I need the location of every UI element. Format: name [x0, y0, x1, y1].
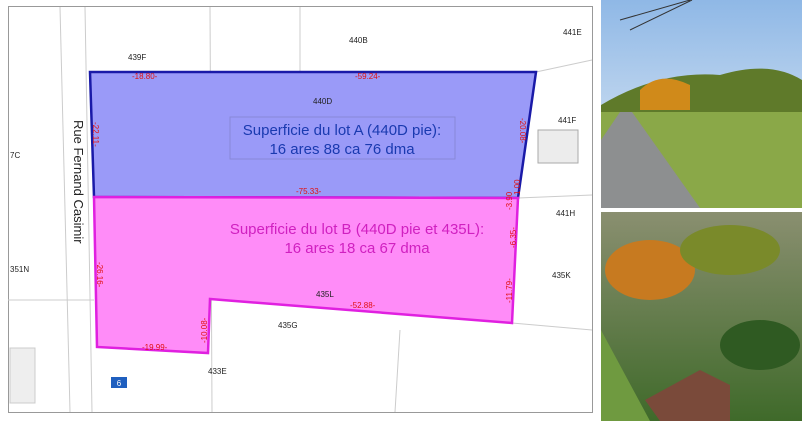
house-number: 6 [117, 379, 122, 388]
lot-b-title: Superficie du lot B (440D pie et 435L): [230, 221, 484, 238]
trees [720, 320, 800, 370]
dimension: -22.11- [91, 122, 100, 147]
dimension: 1.00 [513, 179, 522, 195]
parcel-label: 440D [313, 97, 332, 106]
dimension: -10.08- [200, 317, 209, 343]
parcel-label: 441E [563, 28, 582, 37]
parcel-label: 435K [552, 271, 571, 280]
dimension: -20.08- [518, 118, 527, 144]
lot-b-area: 16 ares 18 ca 67 dma [284, 240, 430, 257]
building [9, 347, 36, 404]
lot-a-area: 16 ares 88 ca 76 dma [269, 141, 415, 158]
label-box [229, 116, 456, 160]
parcel-label: 435G [278, 321, 298, 330]
dimension: -6.35- [509, 227, 518, 248]
dimension: -75.33- [296, 187, 322, 196]
lot-b [92, 195, 520, 355]
parcel-label: 439F [128, 53, 146, 62]
photo-aerial [601, 212, 802, 421]
lot-a-title: Superficie du lot A (440D pie): [243, 122, 441, 139]
road [601, 112, 700, 208]
dimension: -19.99- [142, 343, 168, 352]
parcel-label: 351N [10, 265, 29, 274]
house-number-badge [111, 377, 127, 388]
trees [640, 78, 690, 110]
building [537, 129, 579, 164]
trees [680, 225, 780, 275]
parcel-label: 440B [349, 36, 368, 45]
dimension: -3.90 [505, 191, 514, 210]
photo-road [601, 0, 802, 208]
parcel-label: 7C [10, 151, 20, 160]
parcel-label: 441F [558, 116, 576, 125]
dimension: -52.88- [350, 301, 376, 310]
dimension: -11.79- [505, 278, 514, 303]
dimension: -18.80- [132, 72, 158, 81]
parcel-label: 435L [316, 290, 334, 299]
plan: Superficie du lot A (440D pie): 16 ares … [8, 6, 593, 413]
parcel-label: 441H [556, 209, 575, 218]
street-name: Rue Fernand Casimir [71, 120, 86, 244]
wires [619, 0, 693, 31]
field [601, 330, 650, 421]
parcel-label: 433E [208, 367, 227, 376]
house [645, 370, 730, 421]
dimension: -59.24- [355, 72, 381, 81]
dimension: -26.16- [95, 262, 104, 288]
trees [605, 240, 695, 300]
